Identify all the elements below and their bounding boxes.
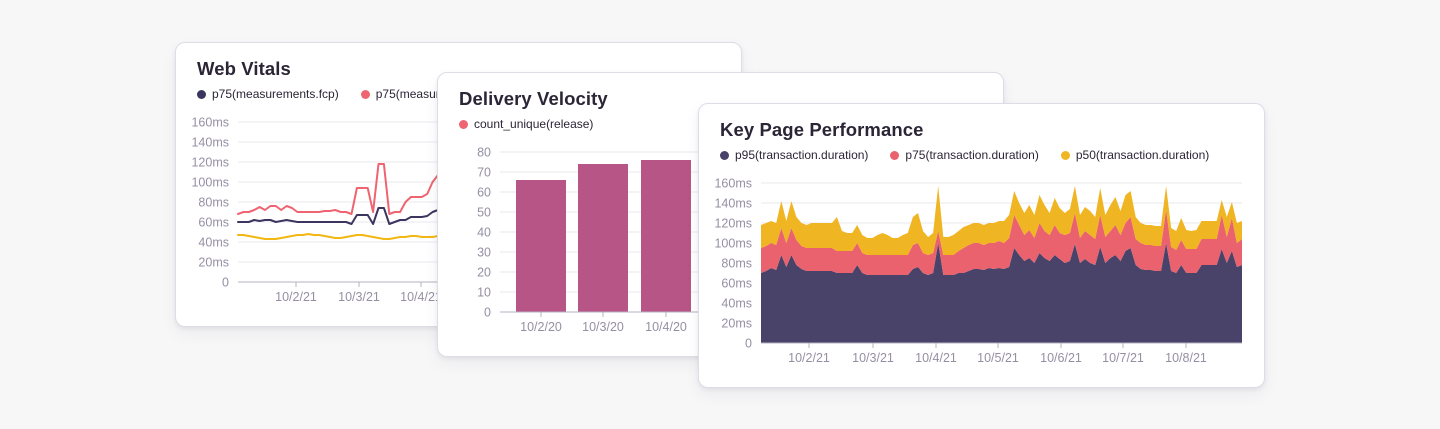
- svg-text:20ms: 20ms: [721, 317, 752, 331]
- key-page-performance-legend: p95(transaction.duration) p75(transactio…: [720, 148, 1209, 162]
- legend-item-p95-duration[interactable]: p95(transaction.duration): [720, 148, 868, 162]
- legend-label: count_unique(release): [474, 117, 594, 131]
- svg-text:80ms: 80ms: [198, 196, 229, 210]
- svg-text:100ms: 100ms: [191, 176, 229, 190]
- svg-text:10/8/21: 10/8/21: [1165, 351, 1207, 365]
- svg-text:160ms: 160ms: [714, 177, 752, 191]
- svg-text:60ms: 60ms: [721, 277, 752, 291]
- svg-text:40: 40: [477, 226, 491, 240]
- svg-text:10/2/21: 10/2/21: [788, 351, 830, 365]
- svg-text:70: 70: [477, 166, 491, 180]
- series-dot-icon: [1060, 150, 1070, 160]
- svg-text:120ms: 120ms: [714, 217, 752, 231]
- legend-label: p95(transaction.duration): [735, 148, 869, 162]
- web-vitals-title: Web Vitals: [197, 58, 291, 79]
- svg-text:20: 20: [477, 266, 491, 280]
- svg-text:50: 50: [477, 206, 491, 220]
- svg-text:30: 30: [477, 246, 491, 260]
- key-page-performance-area-chart[interactable]: 0 20ms 40ms 60ms 80ms 100ms 120ms 140ms 160ms 10/…: [699, 104, 1266, 389]
- svg-text:80: 80: [477, 146, 491, 160]
- svg-text:60ms: 60ms: [198, 216, 229, 230]
- svg-text:10/3/20: 10/3/20: [582, 320, 624, 334]
- svg-text:10/4/20: 10/4/20: [645, 320, 687, 334]
- svg-text:10/2/20: 10/2/20: [520, 320, 562, 334]
- svg-text:10/5/21: 10/5/21: [977, 351, 1019, 365]
- delivery-velocity-legend: count_unique(release): [459, 117, 593, 131]
- svg-text:0: 0: [484, 306, 491, 320]
- legend-item-p50-duration[interactable]: p50(transaction.duration): [1060, 148, 1210, 162]
- svg-text:140ms: 140ms: [191, 136, 229, 150]
- series-dot-icon: [360, 89, 370, 99]
- series-dot-icon: [890, 150, 900, 160]
- legend-label: p50(transaction.duration): [1075, 148, 1210, 162]
- legend-label: p75(measurements.fcp): [212, 87, 339, 101]
- delivery-velocity-bar-chart[interactable]: 0 10 20 30 40 50 60 70 80 10/2/20 10/3/20 10/4/20: [438, 73, 1005, 358]
- series-dot-icon: [459, 119, 468, 129]
- svg-text:10/4/21: 10/4/21: [400, 290, 442, 304]
- svg-text:20ms: 20ms: [198, 256, 229, 270]
- svg-text:100ms: 100ms: [714, 237, 752, 251]
- legend-label: p75(transaction.duration): [905, 148, 1039, 162]
- key-page-performance-title: Key Page Performance: [720, 119, 924, 140]
- svg-text:10/6/21: 10/6/21: [1040, 351, 1082, 365]
- legend-item-count-unique-release[interactable]: count_unique(release): [459, 117, 593, 131]
- svg-text:10/2/21: 10/2/21: [275, 290, 317, 304]
- key-page-performance-card[interactable]: Key Page Performance p95(transaction.dur…: [698, 103, 1265, 388]
- svg-text:10: 10: [477, 286, 491, 300]
- svg-text:80ms: 80ms: [721, 257, 752, 271]
- svg-text:140ms: 140ms: [714, 197, 752, 211]
- svg-text:10/4/21: 10/4/21: [915, 351, 957, 365]
- series-dot-icon: [197, 89, 206, 99]
- legend-item-p75-fcp[interactable]: p75(measurements.fcp): [197, 87, 339, 101]
- svg-text:0: 0: [745, 337, 752, 351]
- svg-text:120ms: 120ms: [191, 156, 229, 170]
- svg-text:40ms: 40ms: [721, 297, 752, 311]
- svg-text:10/3/21: 10/3/21: [852, 351, 894, 365]
- svg-text:60: 60: [477, 186, 491, 200]
- legend-item-p75-duration[interactable]: p75(transaction.duration): [890, 148, 1039, 162]
- svg-text:40ms: 40ms: [198, 236, 229, 250]
- svg-text:10/3/21: 10/3/21: [338, 290, 380, 304]
- series-dot-icon: [720, 150, 729, 160]
- svg-text:0: 0: [222, 276, 229, 290]
- svg-text:10/7/21: 10/7/21: [1102, 351, 1144, 365]
- svg-text:160ms: 160ms: [191, 116, 229, 130]
- delivery-velocity-title: Delivery Velocity: [459, 88, 608, 109]
